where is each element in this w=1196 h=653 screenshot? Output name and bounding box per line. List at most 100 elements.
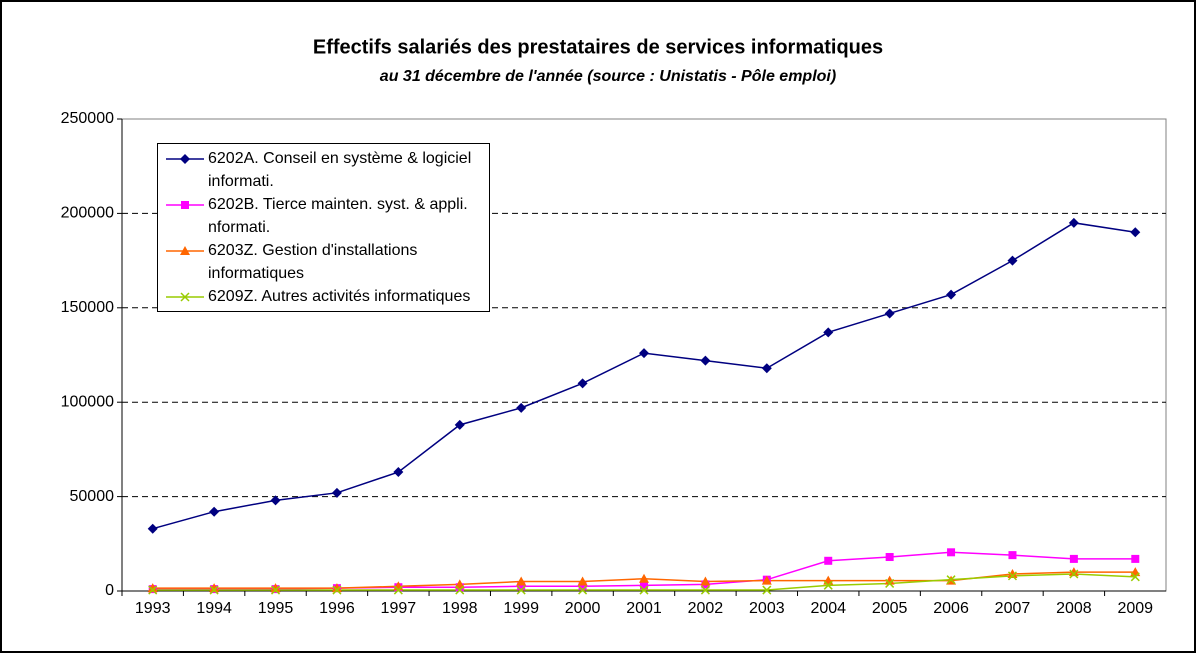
x-tick-label: 2005 bbox=[872, 600, 908, 617]
marker bbox=[640, 581, 648, 590]
marker bbox=[885, 578, 895, 588]
legend-item: 6202B. Tierce mainten. syst. & appli. nf… bbox=[164, 193, 483, 239]
y-tick-label: 200000 bbox=[61, 205, 114, 222]
x-tick-label: 2001 bbox=[626, 600, 662, 617]
legend-label: 6202A. Conseil en système & logiciel inf… bbox=[208, 150, 472, 190]
x-tick-label: 2008 bbox=[1056, 600, 1092, 617]
marker bbox=[393, 585, 403, 595]
chart-subtitle: au 31 décembre de l'année (source : Unis… bbox=[380, 68, 836, 85]
marker bbox=[332, 585, 342, 595]
legend-item: 6209Z. Autres activités informatiques bbox=[164, 285, 483, 308]
legend-label: 6202B. Tierce mainten. syst. & appli. nf… bbox=[208, 196, 468, 236]
legend-swatch bbox=[166, 154, 204, 164]
x-tick-label: 2002 bbox=[688, 600, 724, 617]
marker bbox=[823, 580, 833, 590]
marker bbox=[947, 548, 956, 557]
legend-item: 6203Z. Gestion d'installations informati… bbox=[164, 239, 483, 285]
marker bbox=[516, 576, 527, 586]
marker bbox=[181, 201, 189, 209]
legend-swatch bbox=[166, 246, 204, 255]
marker bbox=[1068, 217, 1079, 228]
marker bbox=[946, 575, 956, 585]
marker bbox=[393, 467, 404, 478]
marker bbox=[147, 523, 158, 534]
marker bbox=[147, 583, 158, 593]
x-tick-label: 1999 bbox=[503, 600, 539, 617]
marker bbox=[180, 154, 190, 164]
marker bbox=[761, 363, 772, 374]
marker bbox=[517, 582, 526, 591]
marker bbox=[946, 289, 957, 300]
y-tick-label: 50000 bbox=[70, 488, 115, 505]
marker bbox=[148, 585, 158, 595]
marker bbox=[1007, 569, 1018, 579]
y-tick-label: 100000 bbox=[61, 393, 114, 410]
marker bbox=[885, 553, 894, 562]
legend-item: 6202A. Conseil en système & logiciel inf… bbox=[164, 147, 483, 193]
marker bbox=[1068, 567, 1079, 577]
marker bbox=[823, 327, 834, 338]
x-tick-label: 1993 bbox=[135, 600, 171, 617]
marker bbox=[639, 585, 649, 595]
marker bbox=[1008, 551, 1017, 560]
legend: 6202A. Conseil en système & logiciel inf… bbox=[157, 143, 490, 312]
x-tick-label: 1997 bbox=[381, 600, 417, 617]
marker bbox=[578, 585, 588, 595]
y-tick-label: 0 bbox=[105, 582, 114, 599]
x-tick-label: 2003 bbox=[749, 600, 785, 617]
marker bbox=[270, 585, 281, 595]
marker bbox=[209, 585, 219, 595]
x-tick-label: 2000 bbox=[565, 600, 601, 617]
legend-swatch bbox=[166, 201, 204, 209]
marker bbox=[1131, 554, 1140, 563]
x-tick-label: 2006 bbox=[933, 600, 969, 617]
marker bbox=[331, 583, 342, 593]
marker bbox=[1007, 255, 1018, 266]
marker bbox=[454, 419, 465, 430]
x-tick-label: 1994 bbox=[196, 600, 232, 617]
x-tick-label: 1996 bbox=[319, 600, 355, 617]
marker bbox=[180, 292, 190, 302]
marker bbox=[884, 575, 895, 585]
x-tick-label: 2009 bbox=[1117, 600, 1153, 617]
marker bbox=[270, 583, 281, 593]
marker bbox=[270, 495, 281, 506]
marker bbox=[455, 585, 465, 595]
x-tick-label: 1998 bbox=[442, 600, 478, 617]
marker bbox=[577, 378, 588, 389]
marker bbox=[209, 583, 220, 593]
legend-label: 6209Z. Autres activités informatiques bbox=[208, 288, 471, 305]
x-tick-label: 1995 bbox=[258, 600, 294, 617]
marker bbox=[761, 575, 772, 585]
marker bbox=[824, 556, 833, 565]
marker bbox=[180, 246, 190, 255]
x-tick-label: 2004 bbox=[810, 600, 846, 617]
marker bbox=[639, 573, 649, 583]
chart-title: Effectifs salariés des prestataires de s… bbox=[313, 36, 883, 58]
marker bbox=[884, 308, 895, 319]
marker bbox=[1007, 571, 1018, 581]
marker bbox=[516, 402, 527, 413]
marker bbox=[578, 582, 587, 591]
marker bbox=[331, 487, 342, 498]
legend-swatch bbox=[166, 292, 204, 302]
marker bbox=[1069, 569, 1079, 579]
legend-label: 6203Z. Gestion d'installations informati… bbox=[208, 242, 418, 282]
y-tick-label: 150000 bbox=[61, 299, 114, 316]
marker bbox=[1069, 554, 1078, 563]
marker bbox=[700, 355, 711, 366]
marker bbox=[209, 506, 220, 517]
marker bbox=[516, 585, 526, 595]
marker bbox=[577, 576, 588, 586]
x-tick-label: 2007 bbox=[995, 600, 1031, 617]
marker bbox=[1130, 572, 1140, 582]
y-tick-label: 250000 bbox=[61, 110, 114, 127]
marker bbox=[700, 585, 710, 595]
marker bbox=[762, 585, 772, 595]
marker bbox=[1130, 227, 1141, 238]
marker bbox=[639, 348, 649, 359]
marker bbox=[700, 576, 711, 586]
